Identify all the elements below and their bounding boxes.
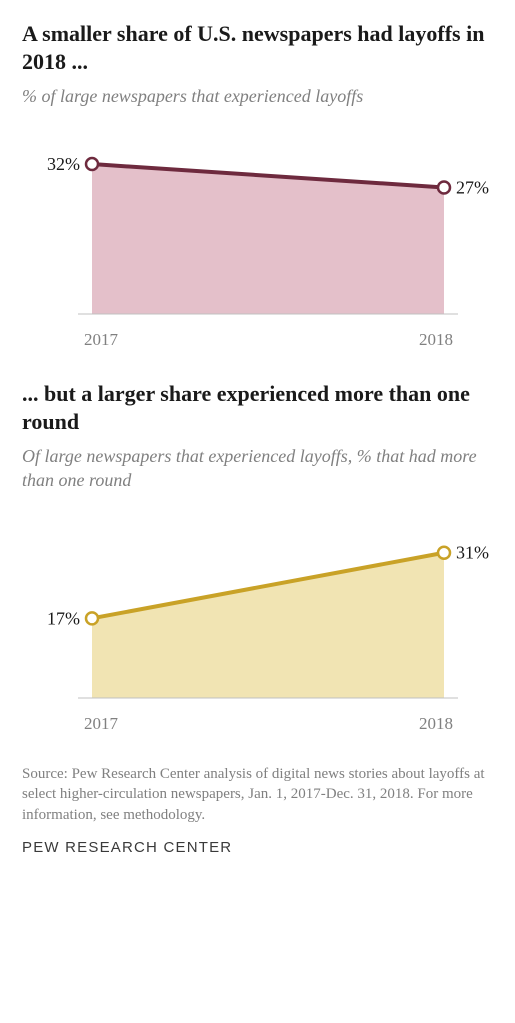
svg-text:27%: 27% — [456, 178, 489, 198]
source-note: Source: Pew Research Center analysis of … — [22, 764, 493, 825]
chart-1-xlabels: 2017 2018 — [22, 324, 493, 350]
brand-footer: PEW RESEARCH CENTER — [22, 839, 493, 856]
chart-1-xlabel-right: 2018 — [419, 330, 453, 350]
chart-2-xlabel-left: 2017 — [84, 714, 118, 734]
chart-1-subtitle: % of large newspapers that experienced l… — [22, 85, 493, 108]
chart-1-section: A smaller share of U.S. newspapers had l… — [22, 20, 493, 350]
svg-text:31%: 31% — [456, 543, 489, 563]
chart-2-subtitle: Of large newspapers that experienced lay… — [22, 445, 493, 492]
svg-text:32%: 32% — [47, 154, 80, 174]
chart-2-title: ... but a larger share experienced more … — [22, 380, 493, 435]
svg-text:17%: 17% — [47, 609, 80, 629]
chart-2-svg: 17% 31% — [22, 510, 492, 700]
chart-2-plot: 17% 31% — [22, 510, 493, 700]
chart-1-xlabel-left: 2017 — [84, 330, 118, 350]
chart-1-plot: 32% 27% — [22, 126, 493, 316]
chart-1-title: A smaller share of U.S. newspapers had l… — [22, 20, 493, 75]
chart-1-svg: 32% 27% — [22, 126, 492, 316]
chart-2-xlabel-right: 2018 — [419, 714, 453, 734]
chart-2-section: ... but a larger share experienced more … — [22, 380, 493, 734]
chart-2-xlabels: 2017 2018 — [22, 708, 493, 734]
